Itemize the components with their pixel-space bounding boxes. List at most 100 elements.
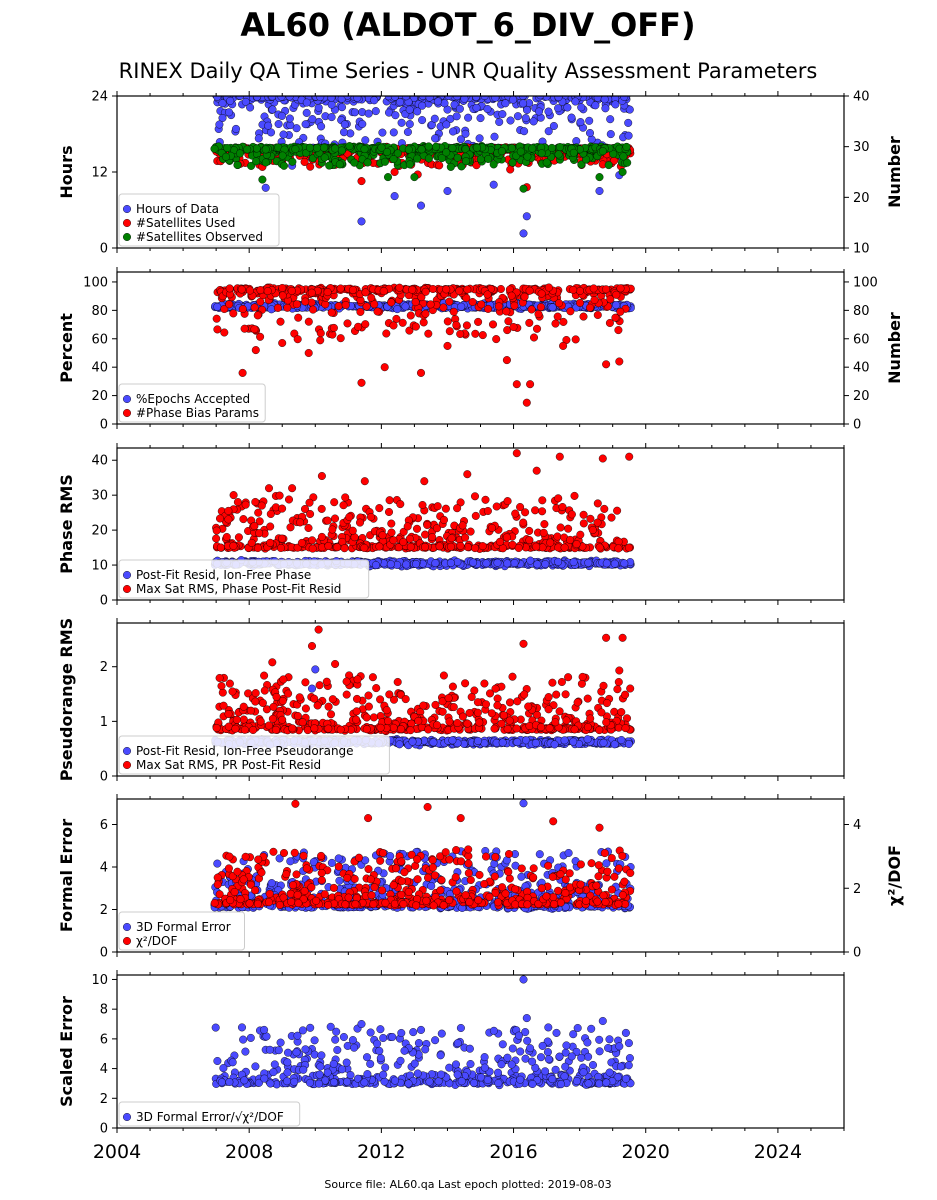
data-point <box>222 533 231 542</box>
data-point <box>493 694 502 703</box>
outlier-point <box>446 162 455 171</box>
data-point <box>449 307 458 316</box>
data-point <box>593 96 602 102</box>
data-point <box>537 149 546 158</box>
data-point <box>571 335 580 344</box>
data-point <box>558 503 567 512</box>
data-point <box>390 695 399 704</box>
data-point <box>308 115 317 124</box>
data-point <box>413 154 422 163</box>
data-point <box>252 157 261 166</box>
data-point <box>445 717 454 726</box>
data-point <box>516 503 525 512</box>
data-point <box>509 323 518 332</box>
legend-marker <box>122 218 131 227</box>
data-point <box>613 506 622 515</box>
data-point <box>612 290 621 299</box>
data-point <box>498 110 507 119</box>
data-point <box>331 144 340 153</box>
data-point <box>360 543 369 552</box>
data-point <box>375 504 384 513</box>
data-point <box>223 143 232 152</box>
legend-entry: Post-Fit Resid, Ion-Free Phase <box>136 568 311 582</box>
data-point <box>625 105 634 114</box>
data-point <box>537 289 546 298</box>
outlier-point <box>625 452 634 461</box>
legend-entry: Hours of Data <box>136 202 219 216</box>
y-axis-label: Hours <box>57 145 76 198</box>
data-point <box>386 560 395 569</box>
data-point <box>549 121 558 130</box>
data-point <box>523 105 532 114</box>
data-point <box>519 99 528 108</box>
data-point <box>526 556 535 565</box>
outlier-point <box>311 665 320 674</box>
data-point <box>367 513 376 522</box>
data-point <box>239 702 248 711</box>
data-point <box>421 287 430 296</box>
data-point <box>324 542 333 551</box>
data-point <box>419 318 428 327</box>
data-point <box>455 286 464 295</box>
data-point <box>554 96 563 102</box>
data-point <box>382 329 391 338</box>
data-point <box>390 96 399 101</box>
data-point <box>378 128 387 137</box>
outlier-point <box>221 152 230 161</box>
data-point <box>583 694 592 703</box>
data-point <box>356 307 365 316</box>
data-point <box>218 99 227 108</box>
outlier-point <box>522 398 531 407</box>
data-point <box>320 153 329 162</box>
data-point <box>339 501 348 510</box>
data-point <box>271 725 280 734</box>
data-point <box>236 96 245 100</box>
outlier-point <box>526 380 535 389</box>
data-point <box>398 318 407 327</box>
data-point <box>387 528 396 537</box>
data-point <box>278 504 287 513</box>
outlier-point <box>331 660 340 669</box>
data-point <box>306 510 315 519</box>
data-point <box>602 699 611 708</box>
data-point <box>363 158 372 167</box>
data-point <box>260 686 269 695</box>
data-point <box>508 158 517 167</box>
data-point <box>473 708 482 717</box>
data-point <box>246 706 255 715</box>
data-point <box>546 538 555 547</box>
data-point <box>503 725 512 734</box>
data-point <box>569 558 578 567</box>
data-point <box>506 116 515 125</box>
data-point <box>614 537 623 546</box>
data-point <box>322 677 331 686</box>
data-point <box>382 706 391 715</box>
data-point <box>439 671 448 680</box>
outlier-point <box>357 378 366 387</box>
data-point <box>606 115 615 124</box>
data-point <box>472 103 481 112</box>
data-point <box>224 108 233 117</box>
data-point <box>484 304 493 313</box>
data-point <box>406 726 415 735</box>
data-point <box>541 560 550 569</box>
data-point <box>278 151 287 160</box>
data-point <box>547 143 556 152</box>
ytick-label-right: 100 <box>853 275 878 290</box>
data-point <box>433 524 442 533</box>
data-point <box>302 98 311 107</box>
data-point <box>371 107 380 116</box>
outlier-point <box>595 173 604 182</box>
data-point <box>576 118 585 127</box>
figure-title: AL60 (ALDOT_6_DIV_OFF) <box>240 6 695 44</box>
data-point <box>213 96 222 101</box>
data-point <box>301 704 310 713</box>
data-point <box>276 544 285 553</box>
outlier-point <box>384 173 393 182</box>
data-point <box>215 674 224 683</box>
data-point <box>537 723 546 732</box>
data-point <box>508 672 517 681</box>
data-point <box>277 96 286 101</box>
data-point <box>555 707 564 716</box>
data-point <box>341 301 350 310</box>
